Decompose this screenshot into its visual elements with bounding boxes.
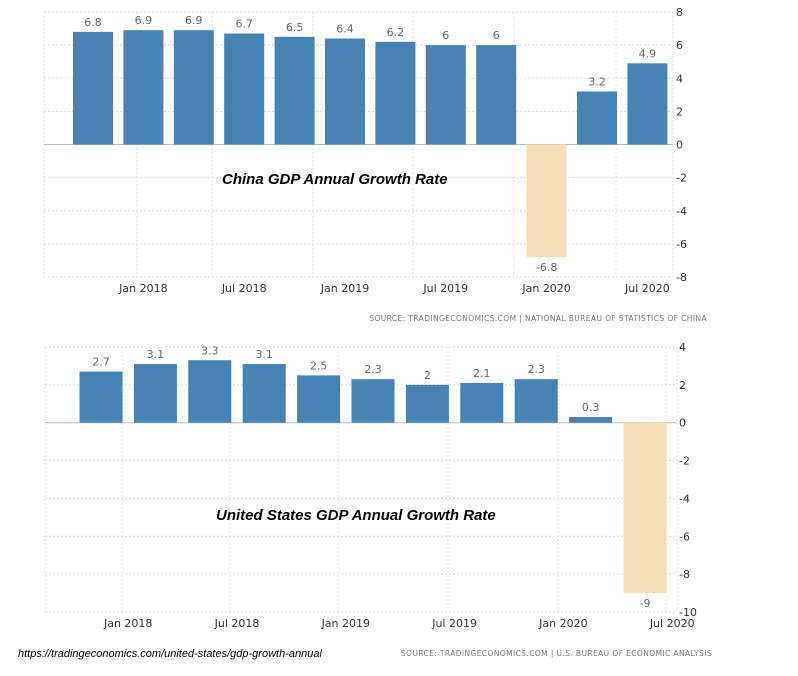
y-tick-label: -6 [676, 238, 687, 251]
bar-value-label: -6.8 [536, 261, 557, 274]
bar[interactable] [375, 41, 416, 145]
bar-value-label: 0.3 [582, 401, 600, 414]
x-tick-label: Jul 2020 [624, 282, 670, 295]
chart-title: China GDP Annual Growth Rate [222, 171, 448, 188]
y-tick-label: 0 [676, 139, 683, 152]
china-gdp-chart: 8 6 4 2 0 -2 -4 -6 -8 6.8 6.9 6.9 6.7 6.5 6.4 6.2 6 6 -6.8… [43, 6, 707, 323]
bar[interactable] [242, 364, 286, 423]
bar-value-label: 2.5 [310, 359, 328, 372]
y-tick-label: 4 [676, 72, 683, 85]
bar[interactable] [224, 33, 265, 145]
bar[interactable] [173, 30, 214, 145]
bar[interactable] [73, 31, 113, 145]
bar[interactable] [623, 422, 667, 594]
bar-value-label: 2.1 [473, 367, 491, 380]
x-tick-label: Jan 2020 [521, 282, 570, 295]
footer-url: https://tradingeconomics.com/united-stat… [18, 648, 322, 660]
chart-title: United States GDP Annual Growth Rate [216, 507, 496, 524]
y-tick-label: 8 [676, 6, 683, 19]
bar-value-label: -9 [640, 597, 651, 610]
bar-value-label: 3.3 [201, 344, 219, 357]
y-tick-label: -10 [679, 606, 697, 619]
bar-value-label: 6.7 [235, 18, 253, 31]
bar-value-label: 6.5 [286, 21, 304, 34]
x-tick-label: Jul 2019 [431, 617, 477, 630]
y-tick-label: -4 [679, 492, 690, 505]
x-tick-label: Jul 2018 [214, 617, 260, 630]
bar-value-label: 2 [424, 369, 431, 382]
y-tick-label: 6 [676, 39, 683, 52]
bar[interactable] [123, 30, 164, 145]
y-tick-label: 0 [679, 417, 686, 430]
y-tick-label: -8 [679, 568, 690, 581]
y-tick-label: -8 [676, 271, 687, 284]
bar[interactable] [405, 384, 449, 423]
bar[interactable] [297, 375, 341, 423]
source-note: SOURCE: TRADINGECONOMICS.COM | NATIONAL … [369, 314, 707, 323]
bar[interactable] [133, 364, 177, 423]
bar-value-label: 3.1 [147, 348, 165, 361]
bar[interactable] [476, 45, 517, 145]
y-tick-label: -2 [679, 455, 690, 468]
x-tick-label: Jul 2020 [649, 617, 695, 630]
bar-value-label: 6.4 [336, 23, 354, 36]
y-tick-label: -4 [676, 205, 687, 218]
bar-value-label: 2.3 [527, 363, 545, 376]
bar-value-label: 6.8 [84, 16, 102, 29]
y-tick-label: -2 [676, 172, 687, 185]
us-gdp-chart: 4 2 0 -2 -4 -6 -8 -10 2.7 3.1 3.3 3.1 2.5 2.3 2 2.1 2.3 0… [44, 341, 712, 658]
bar-value-label: 6.2 [387, 26, 405, 39]
bar-value-label: 6 [442, 29, 449, 42]
y-tick-label: 4 [679, 341, 686, 354]
source-note: SOURCE: TRADINGECONOMICS.COM | U.S. BURE… [401, 649, 712, 658]
bar-value-label: 2.7 [92, 356, 110, 369]
bar[interactable] [79, 371, 123, 423]
bar-value-label: 6 [493, 29, 500, 42]
bar-value-label: 3.1 [255, 348, 273, 361]
y-tick-label: -6 [679, 530, 690, 543]
bar[interactable] [274, 36, 315, 145]
x-tick-label: Jan 2020 [538, 617, 587, 630]
x-tick-label: Jul 2019 [422, 282, 468, 295]
x-tick-label: Jan 2019 [320, 282, 369, 295]
x-tick-label: Jan 2018 [103, 617, 152, 630]
bar[interactable] [526, 144, 567, 258]
x-tick-label: Jul 2018 [221, 282, 267, 295]
bar[interactable] [627, 63, 668, 145]
x-tick-label: Jan 2018 [118, 282, 167, 295]
y-tick-label: 2 [679, 379, 686, 392]
bar-value-label: 4.9 [639, 47, 657, 60]
bar-value-label: 6.9 [135, 14, 153, 27]
bar[interactable] [460, 382, 504, 423]
bar[interactable] [325, 38, 365, 145]
bar-value-label: 3.2 [588, 76, 606, 89]
bar[interactable] [577, 91, 617, 145]
bar-value-label: 6.9 [185, 14, 203, 27]
y-tick-label: 2 [676, 105, 683, 118]
bar[interactable] [425, 45, 466, 145]
x-tick-label: Jan 2019 [321, 617, 370, 630]
bar[interactable] [188, 360, 232, 423]
bar[interactable] [514, 379, 558, 423]
bar[interactable] [351, 379, 395, 423]
bar[interactable] [569, 417, 613, 423]
bar-value-label: 2.3 [364, 363, 382, 376]
